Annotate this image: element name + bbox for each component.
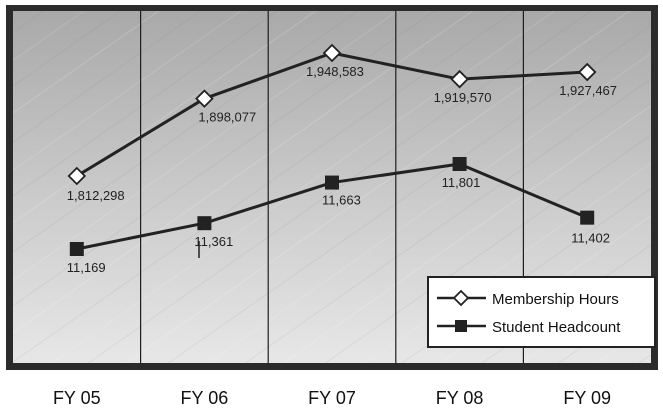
label-membership-3: 1,919,570: [434, 90, 492, 105]
label-headcount-3: 11,801: [442, 175, 481, 190]
point-headcount-1: [197, 216, 212, 231]
legend-diamond-icon: [452, 289, 470, 307]
point-headcount-0: [69, 242, 84, 256]
legend-box: [427, 276, 656, 348]
point-membership-0: [67, 166, 87, 186]
data-labels: 1,812,298 1,898,077 1,948,583 1,919,570 1,92…: [67, 64, 617, 275]
category-label-0: FY 05: [53, 388, 101, 408]
category-label-4: FY 09: [563, 388, 611, 408]
label-membership-1: 1,898,077: [198, 110, 256, 125]
point-membership-3: [450, 69, 469, 89]
label-headcount-0: 11,169: [67, 260, 106, 275]
legend-label-membership: Membership Hours: [492, 291, 619, 308]
label-membership-0: 1,812,298: [67, 188, 125, 203]
point-membership-1: [195, 89, 214, 108]
label-headcount-1: 11,361: [194, 234, 233, 249]
label-headcount-2: 11,663: [322, 193, 361, 208]
legend-square-icon: [455, 320, 467, 332]
series-markers: [67, 43, 597, 256]
point-membership-4: [577, 62, 597, 82]
label-membership-2: 1,948,583: [306, 64, 364, 79]
point-headcount-2: [325, 175, 339, 190]
point-headcount-3: [452, 157, 467, 171]
category-label-2: FY 07: [308, 388, 356, 408]
label-headcount-4: 11,402: [571, 231, 610, 246]
legend: Membership Hours Student Headcount: [427, 276, 656, 348]
point-membership-2: [322, 43, 342, 63]
category-label-3: FY 08: [436, 388, 484, 408]
category-labels: FY 05 FY 06 FY 07 FY 08 FY 09: [53, 388, 611, 408]
point-headcount-4: [580, 210, 595, 225]
category-label-1: FY 06: [181, 388, 229, 408]
legend-label-headcount: Student Headcount: [492, 319, 621, 336]
label-membership-4: 1,927,467: [559, 83, 617, 98]
